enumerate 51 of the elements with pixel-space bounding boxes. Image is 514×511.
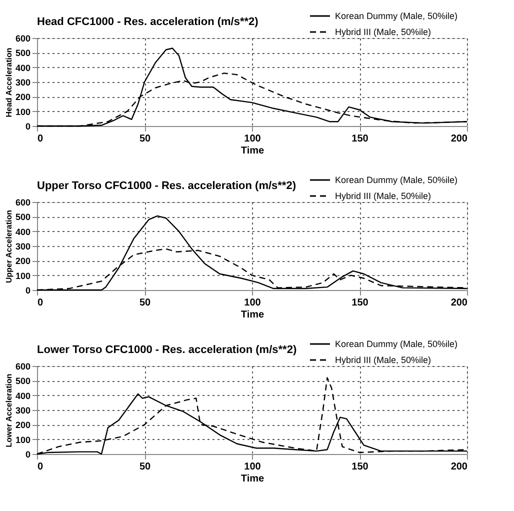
x-tick-label: 200 <box>450 298 468 308</box>
chart-title: Lower Torso CFC1000 - Res. acceleration (m/s**2) <box>37 344 297 356</box>
chart-title: Upper Torso CFC1000 - Res. acceleration (m/s**2) <box>37 180 296 192</box>
y-tick-label: 600 <box>15 34 30 44</box>
x-tick-label: 0 <box>38 298 44 308</box>
x-axis-title: Time <box>240 474 265 484</box>
y-tick-label: 0 <box>25 450 30 460</box>
x-tick-label: 100 <box>244 298 262 308</box>
y-tick-label: 100 <box>15 106 30 117</box>
x-tick-label: 200 <box>450 134 468 144</box>
y-tick-label: 500 <box>15 212 30 222</box>
y-tick-label: 400 <box>15 390 30 401</box>
legend-label: Hybrid III (Male, 50%ile) <box>335 191 432 201</box>
y-tick-label: 400 <box>15 62 30 73</box>
y-tick-label: 600 <box>15 198 30 208</box>
legend-label: Korean Dummy (Male, 50%ile) <box>335 175 458 185</box>
y-tick-label: 300 <box>15 78 30 88</box>
y-tick-label: 100 <box>15 270 30 281</box>
y-tick-label: 500 <box>15 376 30 386</box>
x-tick-label: 100 <box>244 462 262 472</box>
x-axis-title: Time <box>240 146 265 156</box>
legend-label: Korean Dummy (Male, 50%ile) <box>335 11 458 21</box>
x-tick-label: 150 <box>352 134 369 144</box>
x-tick-label: 100 <box>244 134 262 144</box>
x-tick-label: 50 <box>139 134 151 144</box>
y-axis-title: Head Acceleration <box>4 48 14 118</box>
y-tick-label: 600 <box>15 362 30 372</box>
y-axis-title: Lower Acceleration <box>4 374 14 448</box>
legend-label: Hybrid III (Male, 50%ile) <box>335 27 432 37</box>
y-tick-label: 100 <box>15 434 30 445</box>
y-tick-label: 200 <box>15 256 30 266</box>
chart-title: Head CFC1000 - Res. acceleration (m/s**2) <box>37 16 259 28</box>
x-tick-label: 50 <box>139 298 151 308</box>
legend-label: Hybrid III (Male, 50%ile) <box>335 355 432 365</box>
x-tick-label: 0 <box>38 462 44 472</box>
x-tick-label: 200 <box>450 462 468 472</box>
x-tick-label: 0 <box>38 134 44 144</box>
x-tick-label: 150 <box>352 298 369 308</box>
x-tick-label: 150 <box>352 462 369 472</box>
y-tick-label: 200 <box>15 420 30 430</box>
y-axis-title: Upper Acceleration <box>4 210 14 284</box>
x-tick-label: 50 <box>139 462 151 472</box>
y-tick-label: 0 <box>25 286 30 296</box>
legend-label: Korean Dummy (Male, 50%ile) <box>335 339 458 349</box>
y-tick-label: 300 <box>15 406 30 416</box>
y-tick-label: 400 <box>15 226 30 237</box>
y-tick-label: 500 <box>15 48 30 58</box>
y-tick-label: 0 <box>25 122 30 132</box>
y-tick-label: 300 <box>15 242 30 252</box>
y-tick-label: 200 <box>15 92 30 102</box>
x-axis-title: Time <box>240 310 265 320</box>
